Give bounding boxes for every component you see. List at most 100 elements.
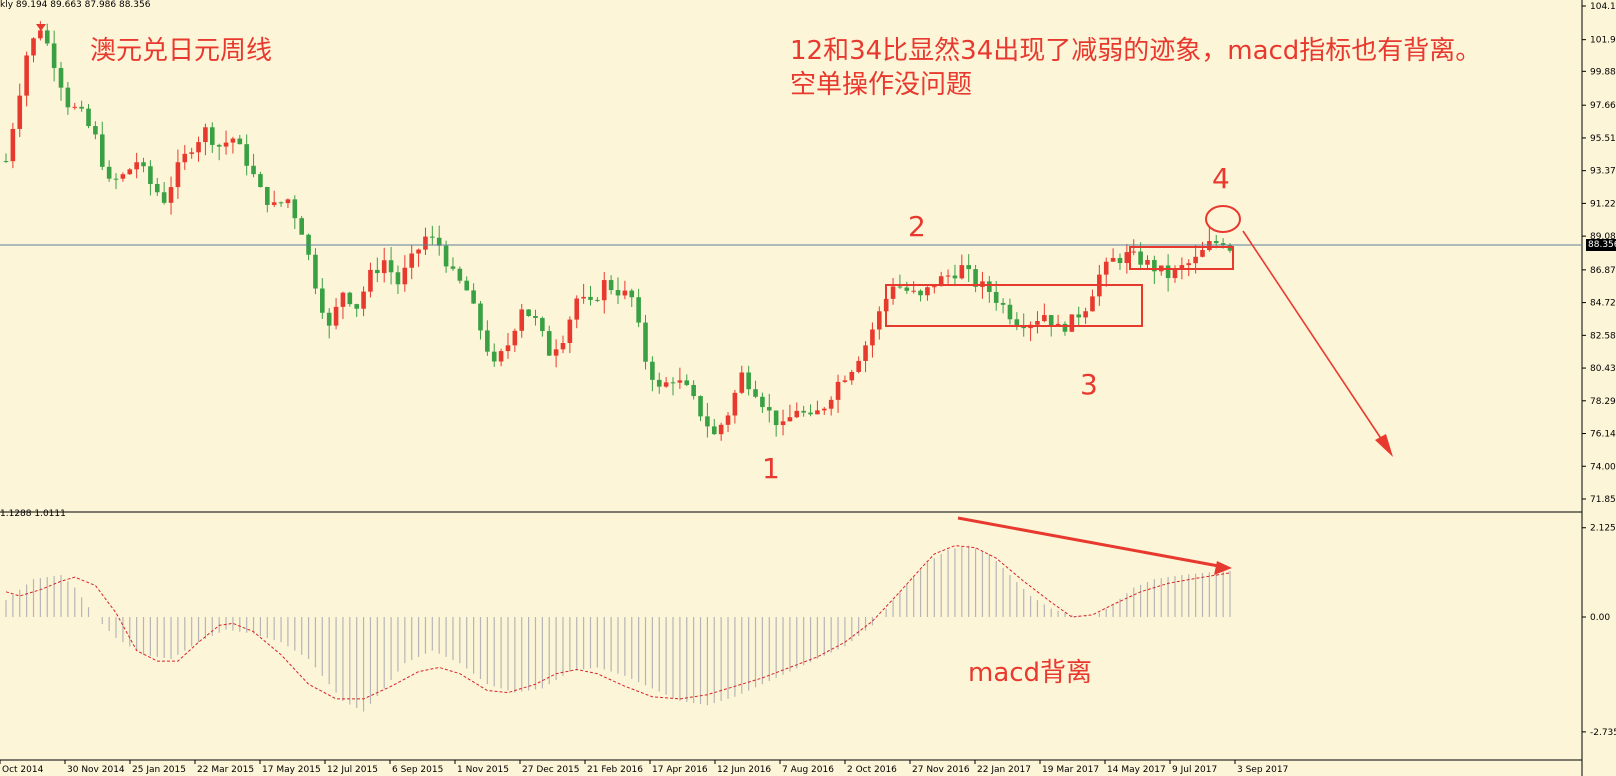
candle-body [17, 95, 23, 129]
candle-body [595, 299, 600, 301]
candle-body [265, 187, 270, 205]
candle-body [1220, 243, 1226, 246]
price-tick-label: 91.225 [1590, 199, 1616, 209]
candle-body [670, 382, 676, 384]
candle-body [464, 280, 470, 291]
candle-body [79, 106, 84, 109]
candle-body [856, 360, 861, 372]
candle-body [787, 417, 793, 422]
candle-body [567, 319, 573, 344]
macd-axis-ticks: 2.1252 0.00 -2.7351 [1582, 524, 1616, 738]
candle-body [1007, 304, 1013, 320]
candle-body [952, 275, 958, 279]
candle-body [1213, 241, 1219, 244]
note-line-1: 12和34比显然34出现了减弱的迹象，macd指标也有背离。 [790, 36, 1482, 66]
candle-body [505, 345, 511, 352]
candle-body [292, 199, 298, 219]
time-tick-label: Oct 2014 [2, 765, 44, 775]
candle-body [1145, 259, 1150, 265]
candle-body [993, 291, 999, 303]
time-tick-label: 22 Mar 2015 [197, 765, 254, 775]
candle-body [175, 162, 181, 188]
price-tick-label: 71.855 [1590, 495, 1616, 505]
candle-body [808, 412, 813, 415]
price-tick-label: 84.725 [1590, 299, 1616, 309]
candle-body [347, 292, 353, 305]
candle-body [1083, 311, 1088, 318]
candle-body [622, 290, 628, 296]
wave-label-2: 2 [908, 210, 926, 243]
candle-body [361, 291, 366, 309]
candle-body [65, 87, 71, 108]
candle-body [1138, 251, 1143, 265]
macd-tick-label: -2.7351 [1590, 728, 1616, 738]
candle-body [780, 421, 786, 426]
candle-body [815, 410, 820, 415]
note-line-2: 空单操作没问题 [790, 70, 973, 100]
macd-divergence-line [957, 516, 1225, 569]
time-tick-label: 27 Nov 2016 [912, 765, 970, 775]
candle-body [457, 268, 463, 281]
price-tick-label: 78.290 [1590, 397, 1616, 407]
candle-body [354, 304, 359, 309]
candle-body [1035, 321, 1040, 325]
candle-body [216, 144, 222, 147]
time-tick-label: 27 Dec 2015 [522, 765, 580, 775]
candle-body [656, 379, 662, 387]
candle-body [835, 381, 841, 400]
candle-body [911, 290, 916, 292]
candle-body [1042, 315, 1047, 322]
candle-body [608, 280, 614, 291]
candle-body [987, 281, 992, 292]
candle-body [430, 236, 435, 238]
candle-body [423, 236, 428, 250]
candle-body [381, 260, 387, 274]
candle-body [471, 290, 476, 304]
candle-body [1090, 296, 1095, 312]
candle-body [760, 396, 765, 408]
candle-body [794, 410, 800, 418]
candle-body [746, 372, 751, 390]
price-tick-label: 89.080 [1590, 232, 1616, 242]
down-arrow-shaft [1242, 230, 1385, 444]
candle-body [491, 351, 497, 362]
candle-body [223, 142, 229, 147]
price-tick-label: 80.435 [1590, 364, 1616, 374]
candle-body [636, 297, 641, 323]
candle-body [244, 144, 249, 166]
candle-body [99, 134, 105, 167]
candle-body [1021, 326, 1027, 329]
candle-body [1186, 263, 1192, 266]
candle-body [154, 183, 160, 193]
candle-body [436, 237, 442, 246]
candle-body [588, 296, 593, 300]
wave-label-4: 4 [1212, 162, 1230, 195]
consolidation-box-2-3 [885, 284, 1143, 327]
candle-body [753, 389, 758, 397]
candle-body [966, 265, 971, 270]
current-price-label: 88.356 [1586, 239, 1616, 251]
candle-body [31, 38, 36, 56]
candle-body [698, 396, 703, 417]
time-tick-label: 6 Sep 2015 [392, 765, 443, 775]
candle-body [526, 309, 531, 316]
candle-body [1048, 315, 1054, 327]
candle-body [890, 286, 896, 299]
ohlc-header: kly 89.194 89.663 87.986 88.356 [0, 0, 150, 10]
candle-body [821, 408, 827, 411]
candle-body [485, 330, 490, 352]
candle-body [677, 380, 683, 383]
candle-body [203, 127, 208, 143]
macd-tick-label: 0.00 [1590, 613, 1610, 623]
candle-body [182, 153, 188, 163]
candle-body [1165, 265, 1171, 279]
candle-body [237, 138, 243, 145]
candle-body [842, 380, 848, 382]
time-tick-label: 19 Mar 2017 [1042, 765, 1099, 775]
candle-body [684, 380, 690, 385]
candle-body [1117, 257, 1123, 264]
candle-body [409, 253, 415, 268]
candle-body [863, 345, 868, 361]
candle-body [450, 266, 456, 269]
candle-body [574, 298, 580, 320]
